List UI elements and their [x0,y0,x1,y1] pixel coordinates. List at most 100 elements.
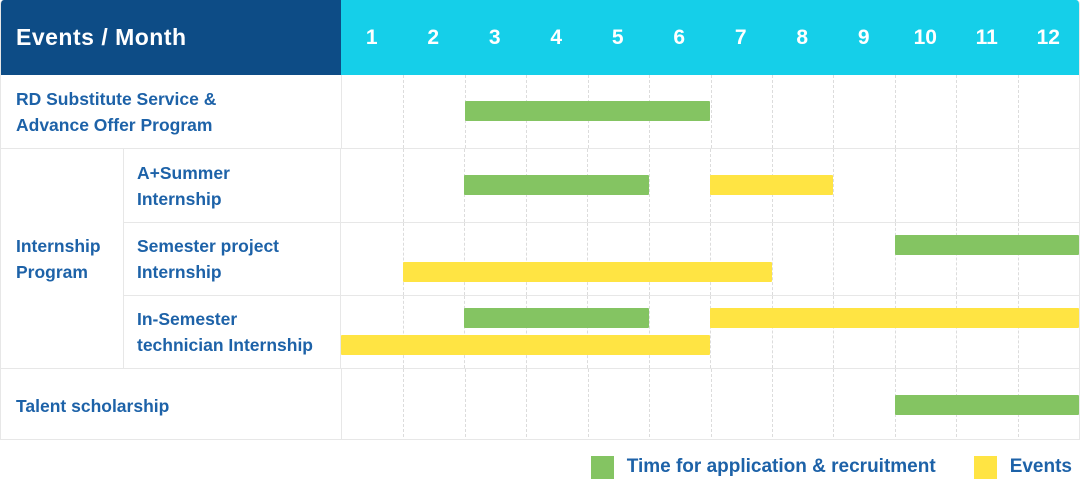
month-gridline [403,369,405,439]
header-row: Events / Month 1 2 3 4 5 6 7 8 9 10 11 12 [1,0,1079,75]
month-gridline [956,296,957,368]
application-swatch-icon [590,455,614,479]
bar-application-m3-m5 [464,308,649,328]
month-grid [340,296,1079,368]
month-label-5: 5 [611,25,624,49]
bar-events-m1-m6 [341,335,710,355]
header-title: Events / Month [16,24,187,50]
month-grid [341,369,1079,439]
month-gridline [710,369,712,439]
month-label-3: 3 [488,25,501,49]
row-label: In-Semester technician Internship [124,296,340,368]
month-gridline [710,75,712,148]
legend-item-events: Events [973,455,1072,479]
month-gridline [956,149,957,222]
group-rows: A+Summer Internship Semester project Intern… [124,149,1079,368]
month-grid [341,75,1079,148]
month-gridline [525,223,527,295]
month-gridline [402,296,404,368]
bar-application-m10-m12 [894,235,1079,255]
month-gridline [956,75,958,148]
legend-label: Events [1009,456,1072,477]
month-gridline [894,149,896,222]
row-label: RD Substitute Service & Advance Offer Pro… [1,75,341,148]
schedule-table: Events / Month 1 2 3 4 5 6 7 8 9 10 11 12 RD Substi… [0,0,1080,440]
month-gridline [464,223,465,295]
month-label-6: 6 [673,25,686,49]
table-row: RD Substitute Service & Advance Offer Pro… [1,75,1079,148]
month-gridline [771,296,773,368]
row-label-line: Advance Offer Program [16,114,213,135]
bar-events-m7-m8 [710,175,833,195]
month-gridline [833,149,834,222]
month-gridline [587,369,589,439]
month-label-1: 1 [365,25,378,49]
month-gridline [648,223,650,295]
bar-events-m2-m7 [402,262,772,282]
month-label-12: 12 [1036,25,1060,49]
table-row: Semester project Internship [124,222,1079,295]
row-label-line: Semester project [137,236,280,256]
month-label-9: 9 [857,25,870,49]
month-gridline [1017,296,1019,368]
events-swatch-icon [973,455,997,479]
month-gridline [894,223,896,295]
month-label-8: 8 [796,25,809,49]
events-month-header-cell: Events / Month [1,0,341,75]
month-gridline [649,369,651,439]
table-row: In-Semester technician Internship [124,295,1079,368]
month-gridline [1017,223,1019,295]
bar-application-m3-m6 [464,101,711,121]
row-block: RD Substitute Service & Advance Offer Pro… [1,75,1079,148]
month-gridline [833,369,835,439]
month-grid [340,223,1079,295]
month-gridline [1017,75,1019,148]
row-label-line: Internship [16,235,101,256]
month-label-10: 10 [913,25,937,49]
month-gridline [525,296,527,368]
row-label: Talent scholarship [1,369,341,439]
month-gridline [710,296,711,368]
row-label: Semester project Internship [124,223,340,295]
row-label-line: technician Internship [137,335,313,355]
month-gridline [956,223,957,295]
month-gridline [464,296,465,368]
months-row: 1 2 3 4 5 6 7 8 9 10 11 12 [341,0,1079,75]
table-body: RD Substitute Service & Advance Offer Pro… [1,75,1079,439]
bar-application-m3-m5 [464,175,649,195]
row-label-line: In-Semester [137,309,238,329]
legend-item-application: Time for application & recruitment [590,455,936,479]
month-gridline [403,75,405,148]
month-gridline [526,369,528,439]
row-label-line: Internship [137,262,222,282]
row-label-line: RD Substitute Service & [16,88,217,109]
legend: Time for application & recruitment Events [0,440,1080,494]
month-gridline [771,75,773,148]
bar-application-m10-m12 [894,395,1079,415]
row-label-line: Internship [137,188,222,209]
month-label-7: 7 [734,25,747,49]
row-label-line: A+Summer [137,162,230,183]
group-label: Internship Program [1,149,124,368]
month-gridline [771,223,773,295]
month-gridline [402,223,404,295]
group-block-internship-program: Internship Program A+Summer Internship Semes… [1,148,1079,368]
month-gridline [894,75,896,148]
month-grid [340,149,1079,222]
month-gridline [464,369,466,439]
row-label-line: Talent scholarship [16,395,170,416]
month-gridline [402,149,404,222]
month-gridline [1017,149,1019,222]
month-label-4: 4 [550,25,563,49]
month-gridline [833,75,835,148]
month-gridline [833,296,834,368]
bar-events-m7-m12 [710,308,1079,328]
month-gridline [894,296,896,368]
month-gridline [648,149,650,222]
row-label-line: Program [16,261,88,282]
row-block: Talent scholarship [1,368,1079,439]
month-gridline [587,223,588,295]
table-row: A+Summer Internship [124,149,1079,222]
month-gridline [587,296,588,368]
